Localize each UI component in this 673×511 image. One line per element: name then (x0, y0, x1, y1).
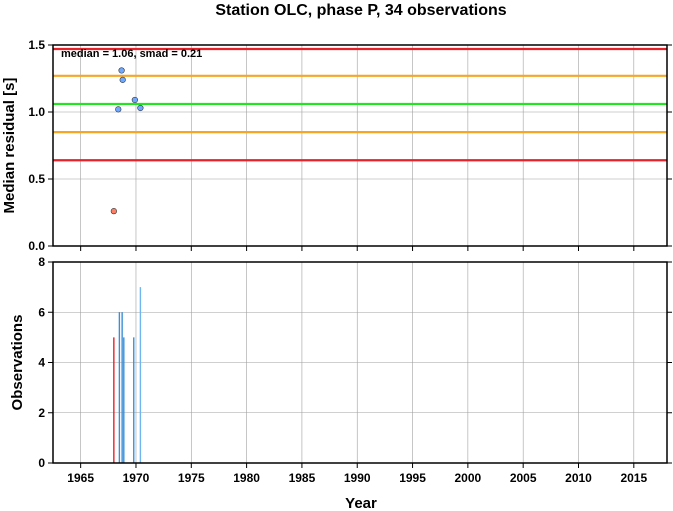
x-tick-label: 1975 (178, 471, 205, 485)
chart-title: Station OLC, phase P, 34 observations (215, 2, 506, 19)
residual-plot-area (53, 45, 667, 246)
median-annotation: median = 1.06, smad = 0.21 (61, 48, 202, 60)
residual-point (137, 104, 144, 112)
residual-points (110, 67, 144, 215)
x-tick-label: 1990 (344, 471, 371, 485)
observations-bars (113, 287, 142, 463)
y-tick-label: 8 (38, 255, 45, 269)
x-tick-label: 1970 (123, 471, 150, 485)
residual-y-axis-label: Median residual [s] (1, 78, 18, 214)
x-tick-label: 2010 (565, 471, 592, 485)
residual-point (131, 96, 138, 104)
residual-y-ticks: 0.0 0.5 1.0 1.5 (28, 38, 672, 253)
x-tick-label: 1980 (233, 471, 260, 485)
observations-y-ticks: 0 2 4 6 8 (38, 255, 672, 470)
observations-y-axis-label: Observations (9, 315, 26, 411)
residual-point (110, 208, 117, 215)
residual-reference-lines (53, 47, 667, 162)
observations-x-ticks: 1965 1970 1975 1980 1985 1990 1995 2000 2005 2010… (67, 463, 647, 485)
y-tick-label: 0.5 (28, 172, 45, 186)
x-tick-label: 2015 (620, 471, 647, 485)
x-tick-label: 2005 (510, 471, 537, 485)
residual-x-ticks (80, 246, 635, 251)
residual-point (118, 67, 125, 74)
y-tick-label: 1.5 (28, 38, 45, 52)
x-tick-label: 1985 (289, 471, 316, 485)
x-tick-label: 1965 (67, 471, 94, 485)
x-tick-label: 1995 (399, 471, 426, 485)
y-tick-label: 0 (38, 456, 45, 470)
y-tick-label: 6 (38, 305, 45, 319)
residual-point (119, 76, 126, 83)
y-tick-label: 2 (38, 406, 45, 420)
y-tick-label: 4 (38, 356, 45, 370)
residual-point (115, 106, 122, 113)
y-tick-label: 1.0 (28, 105, 45, 119)
x-axis-label: Year (345, 495, 377, 511)
x-tick-label: 2000 (455, 471, 482, 485)
y-tick-label: 0.0 (28, 239, 45, 253)
residual-panel: 0.00.51.01.5 median = 1.06, smad = 0.21 … (1, 38, 672, 253)
residual-plot-frame (52, 44, 668, 247)
observations-panel: 0 2 4 6 8 1965 1970 1975 1980 1985 1990 1995 2000 20… (9, 255, 672, 511)
